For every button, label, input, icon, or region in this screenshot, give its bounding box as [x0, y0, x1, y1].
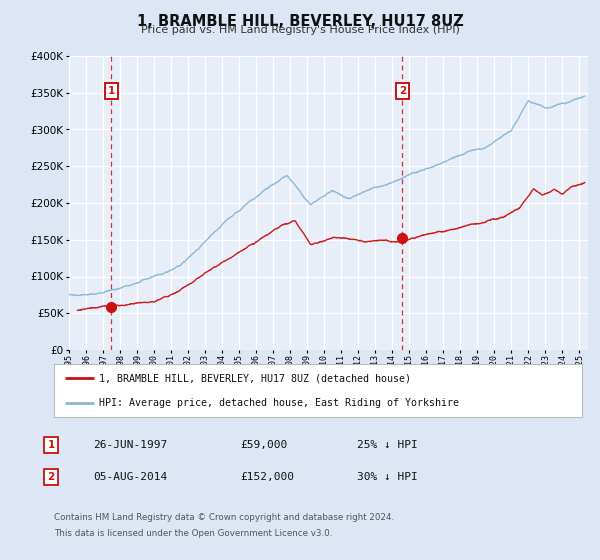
- Text: 26-JUN-1997: 26-JUN-1997: [93, 440, 167, 450]
- Text: 1, BRAMBLE HILL, BEVERLEY, HU17 8UZ: 1, BRAMBLE HILL, BEVERLEY, HU17 8UZ: [137, 14, 463, 29]
- Text: Price paid vs. HM Land Registry's House Price Index (HPI): Price paid vs. HM Land Registry's House …: [140, 25, 460, 35]
- Text: This data is licensed under the Open Government Licence v3.0.: This data is licensed under the Open Gov…: [54, 529, 332, 538]
- Text: 1: 1: [107, 86, 115, 96]
- Text: 30% ↓ HPI: 30% ↓ HPI: [357, 472, 418, 482]
- Text: 1, BRAMBLE HILL, BEVERLEY, HU17 8UZ (detached house): 1, BRAMBLE HILL, BEVERLEY, HU17 8UZ (det…: [99, 374, 411, 384]
- Text: £152,000: £152,000: [240, 472, 294, 482]
- Text: HPI: Average price, detached house, East Riding of Yorkshire: HPI: Average price, detached house, East…: [99, 398, 459, 408]
- Text: 2: 2: [47, 472, 55, 482]
- Text: 25% ↓ HPI: 25% ↓ HPI: [357, 440, 418, 450]
- Text: Contains HM Land Registry data © Crown copyright and database right 2024.: Contains HM Land Registry data © Crown c…: [54, 513, 394, 522]
- Text: 05-AUG-2014: 05-AUG-2014: [93, 472, 167, 482]
- Text: 1: 1: [47, 440, 55, 450]
- Text: 2: 2: [399, 86, 406, 96]
- Text: £59,000: £59,000: [240, 440, 287, 450]
